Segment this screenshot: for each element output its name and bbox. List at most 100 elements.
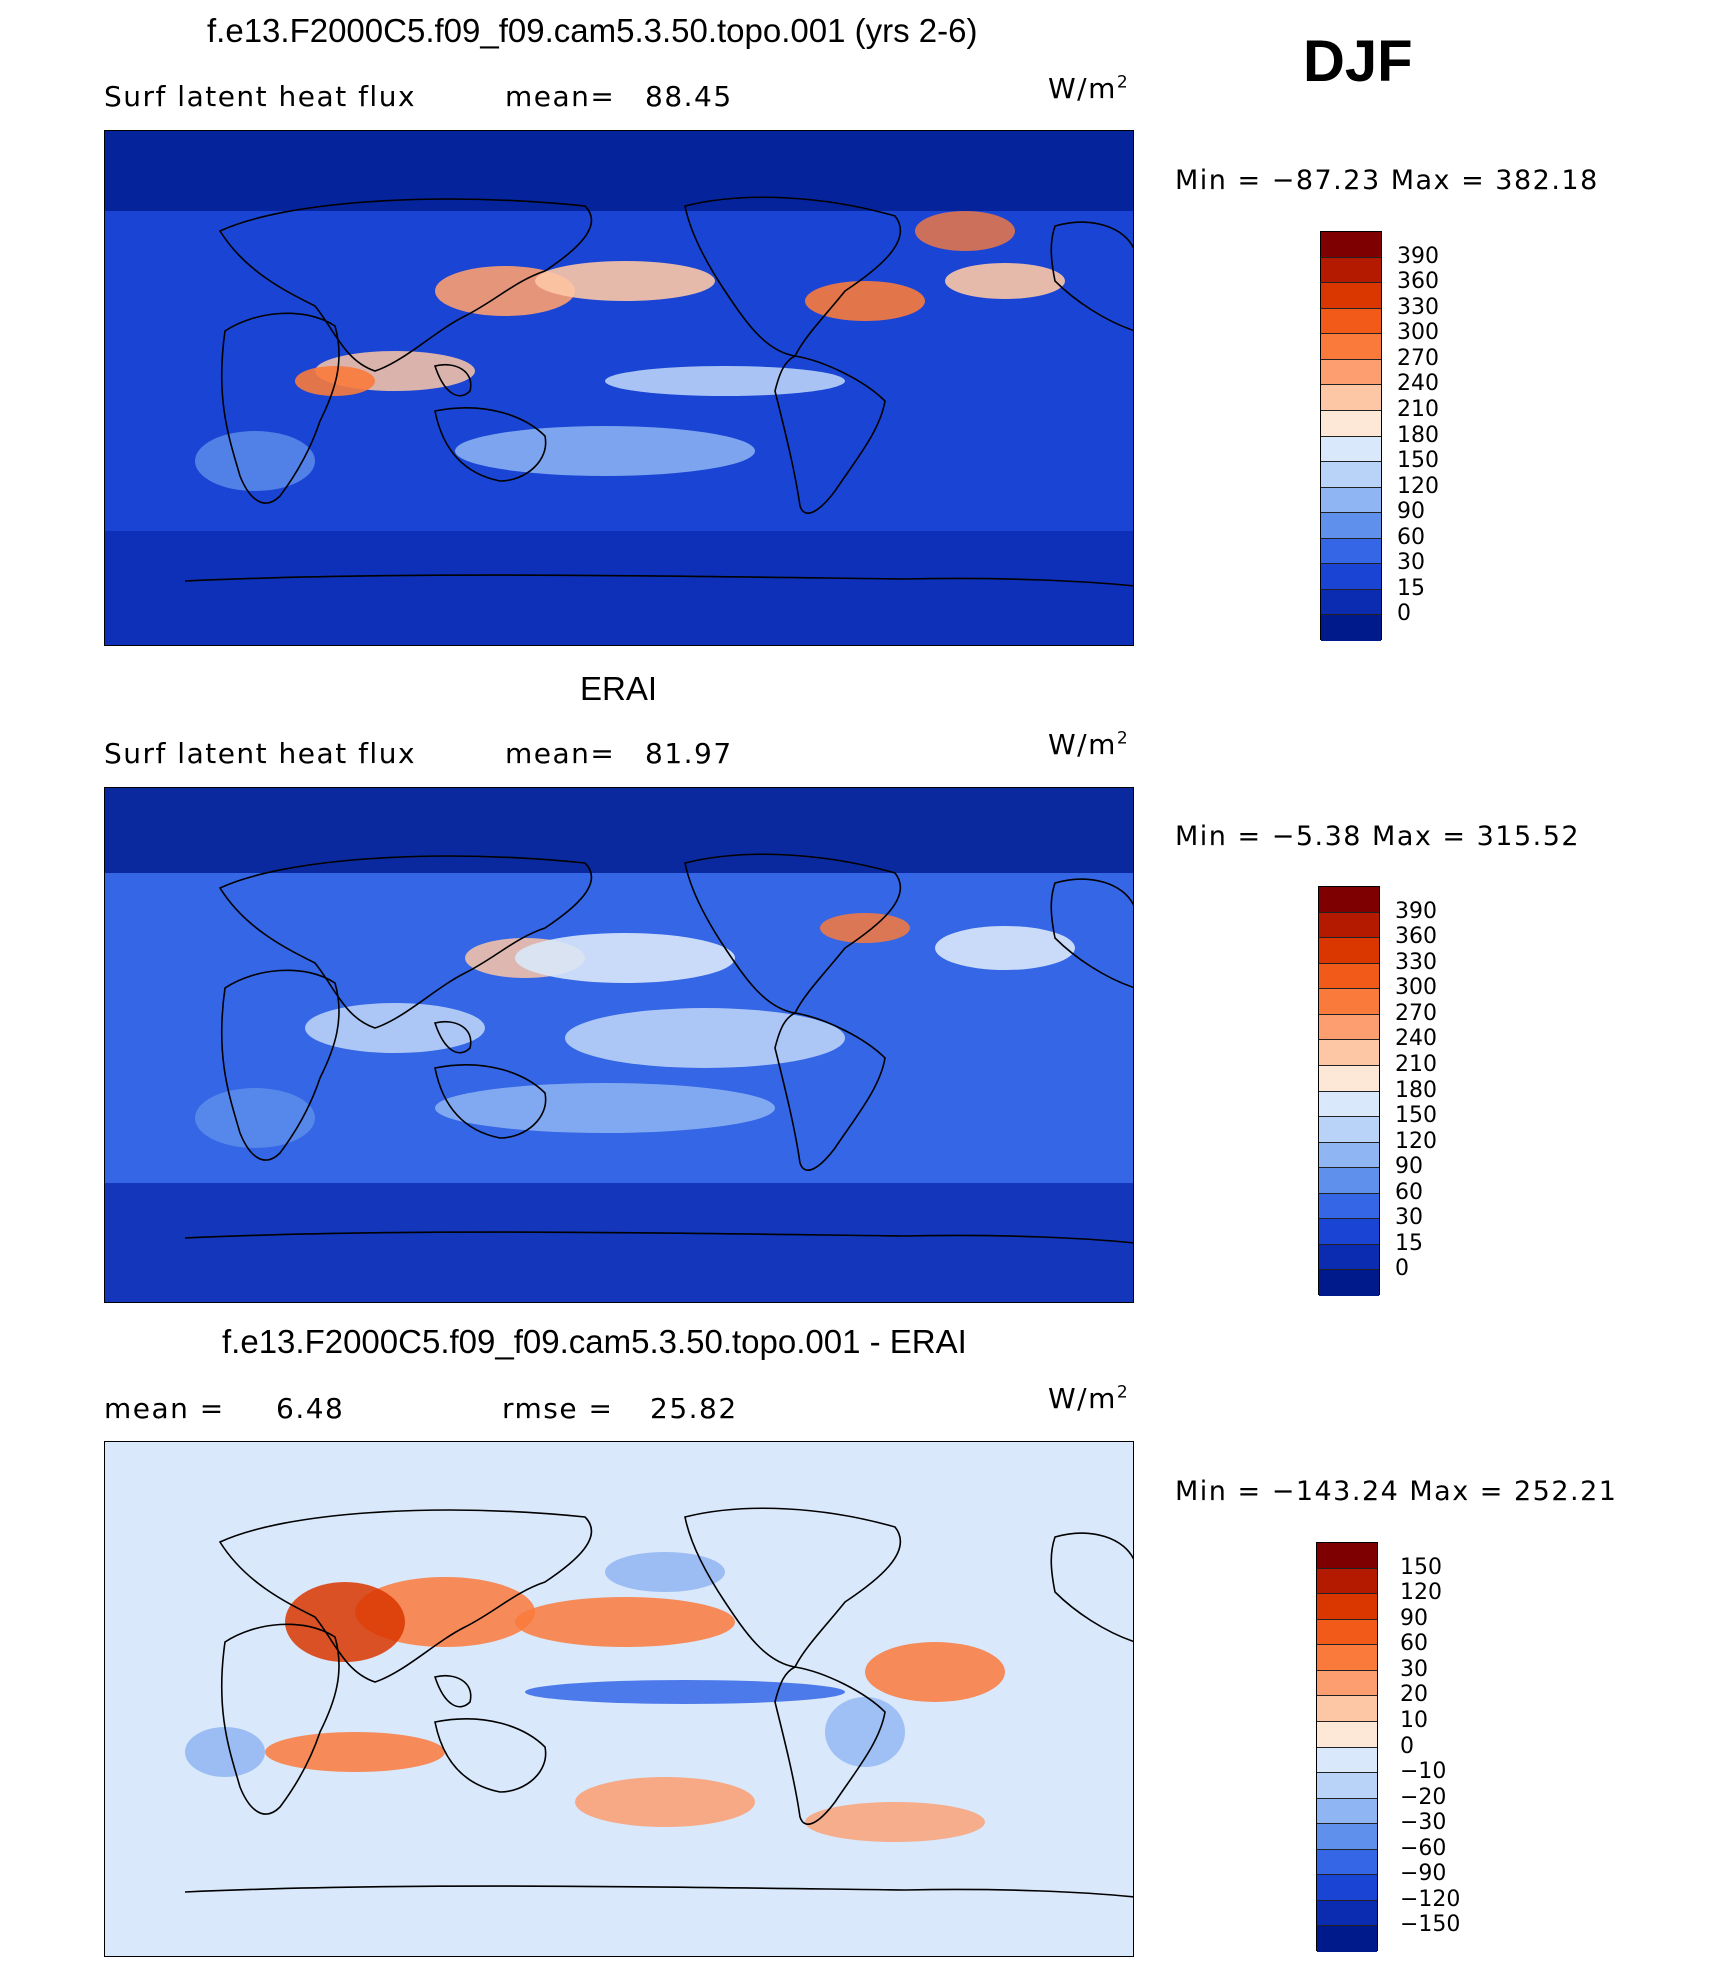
coastline bbox=[184, 1885, 1133, 1898]
colorbar-swatch bbox=[1321, 385, 1381, 411]
colorbar-tick-label: 0 bbox=[1400, 1733, 1414, 1759]
panel-3-title: f.e13.F2000C5.f09_f09.cam5.3.50.topo.001… bbox=[222, 1323, 967, 1360]
field-blob bbox=[605, 366, 845, 396]
colorbar-tick-label: 210 bbox=[1397, 396, 1439, 422]
colorbar-swatch bbox=[1317, 1543, 1377, 1569]
colorbar-swatch bbox=[1319, 989, 1379, 1015]
coastline bbox=[218, 1509, 593, 1683]
colorbar-tick-label: 120 bbox=[1397, 473, 1439, 499]
panel-2-colorbar bbox=[1318, 886, 1380, 1296]
colorbar-tick-label: 390 bbox=[1397, 243, 1439, 269]
field-blob bbox=[455, 426, 755, 476]
coastline bbox=[184, 574, 1133, 587]
panel-3-minmax: Min = −143.24 Max = 252.21 bbox=[1175, 1476, 1618, 1507]
colorbar-tick-label: −60 bbox=[1400, 1835, 1447, 1861]
colorbar-tick-label: 210 bbox=[1395, 1051, 1437, 1077]
colorbar-tick-label: 90 bbox=[1397, 499, 1425, 525]
panel-3-colorbar bbox=[1316, 1542, 1378, 1952]
coastline bbox=[434, 407, 547, 482]
colorbar-swatch bbox=[1319, 887, 1379, 913]
coastline bbox=[434, 1064, 547, 1139]
coastline bbox=[434, 1718, 547, 1793]
colorbar-tick-label: 300 bbox=[1395, 975, 1437, 1001]
colorbar-tick-label: 330 bbox=[1395, 949, 1437, 975]
panel-2-map bbox=[104, 787, 1134, 1303]
colorbar-tick-label: 15 bbox=[1395, 1230, 1423, 1256]
coastline bbox=[774, 355, 886, 514]
colorbar-swatch bbox=[1321, 334, 1381, 360]
panel-3-units: W/m2 bbox=[1048, 1382, 1130, 1415]
colorbar-swatch bbox=[1319, 912, 1379, 939]
colorbar-tick-label: −120 bbox=[1400, 1886, 1461, 1912]
coastline bbox=[220, 969, 340, 1161]
colorbar-swatch bbox=[1317, 1594, 1377, 1620]
colorbar-swatch bbox=[1321, 257, 1381, 284]
field-blob bbox=[195, 1088, 315, 1148]
field-blob bbox=[915, 211, 1015, 251]
colorbar-swatch bbox=[1319, 1168, 1379, 1194]
colorbar-swatch bbox=[1321, 589, 1381, 616]
field-blob bbox=[515, 933, 735, 983]
field-blob bbox=[535, 261, 715, 301]
colorbar-swatch bbox=[1317, 1747, 1377, 1774]
field-blob bbox=[305, 1003, 485, 1053]
colorbar-swatch bbox=[1319, 938, 1379, 964]
panel-2-units: W/m2 bbox=[1048, 728, 1130, 761]
colorbar-tick-label: 60 bbox=[1395, 1179, 1423, 1205]
coastline bbox=[1050, 1532, 1133, 1643]
colorbar-tick-label: 360 bbox=[1395, 924, 1437, 950]
colorbar-tick-label: 30 bbox=[1397, 550, 1425, 576]
field-blob bbox=[820, 913, 910, 943]
coastline bbox=[1050, 878, 1133, 989]
colorbar-swatch bbox=[1319, 1219, 1379, 1245]
panel-1-minmax: Min = −87.23 Max = 382.18 bbox=[1175, 165, 1599, 196]
colorbar-tick-label: 90 bbox=[1395, 1154, 1423, 1180]
season-label: DJF bbox=[1303, 29, 1413, 94]
colorbar-tick-label: 60 bbox=[1400, 1631, 1428, 1657]
field-blob bbox=[195, 431, 315, 491]
colorbar-swatch bbox=[1321, 308, 1381, 335]
colorbar-tick-label: 90 bbox=[1400, 1605, 1428, 1631]
colorbar-tick-label: 10 bbox=[1400, 1707, 1428, 1733]
field-blob bbox=[805, 281, 925, 321]
coastline bbox=[774, 1666, 886, 1825]
colorbar-swatch bbox=[1319, 963, 1379, 990]
panel-1-variable: Surf latent heat flux bbox=[104, 80, 417, 113]
colorbar-tick-label: 240 bbox=[1397, 371, 1439, 397]
panel-1-mean-value: 88.45 bbox=[645, 80, 733, 113]
colorbar-swatch bbox=[1321, 513, 1381, 539]
colorbar-tick-label: 360 bbox=[1397, 269, 1439, 295]
colorbar-swatch bbox=[1321, 232, 1381, 258]
coastline bbox=[184, 1231, 1133, 1244]
field-band bbox=[105, 531, 1133, 645]
panel-2-map-field bbox=[105, 788, 1133, 1302]
colorbar-tick-label: 180 bbox=[1395, 1077, 1437, 1103]
colorbar-swatch bbox=[1317, 1773, 1377, 1799]
colorbar-tick-label: 60 bbox=[1397, 524, 1425, 550]
colorbar-swatch bbox=[1319, 1040, 1379, 1066]
field-blob bbox=[565, 1008, 845, 1068]
colorbar-swatch bbox=[1321, 487, 1381, 514]
colorbar-swatch bbox=[1317, 1696, 1377, 1722]
colorbar-swatch bbox=[1321, 436, 1381, 463]
colorbar-swatch bbox=[1317, 1645, 1377, 1671]
coastline bbox=[218, 198, 593, 372]
colorbar-swatch bbox=[1317, 1875, 1377, 1901]
colorbar-swatch bbox=[1321, 410, 1381, 437]
field-blob bbox=[265, 1732, 445, 1772]
panel-2-mean-value: 81.97 bbox=[645, 737, 733, 770]
coastline bbox=[684, 853, 902, 1014]
panel-3-map-field bbox=[105, 1442, 1133, 1956]
colorbar-swatch bbox=[1317, 1619, 1377, 1646]
field-blob bbox=[575, 1777, 755, 1827]
coastline bbox=[684, 196, 902, 357]
field-blob bbox=[865, 1642, 1005, 1702]
colorbar-swatch bbox=[1319, 1142, 1379, 1169]
colorbar-swatch bbox=[1319, 1270, 1379, 1296]
colorbar-tick-label: −10 bbox=[1400, 1759, 1447, 1785]
colorbar-tick-label: 20 bbox=[1400, 1682, 1428, 1708]
field-blob bbox=[185, 1727, 265, 1777]
coastline bbox=[433, 1021, 472, 1054]
panel-1-colorbar bbox=[1320, 231, 1382, 641]
coastline bbox=[220, 1623, 340, 1815]
